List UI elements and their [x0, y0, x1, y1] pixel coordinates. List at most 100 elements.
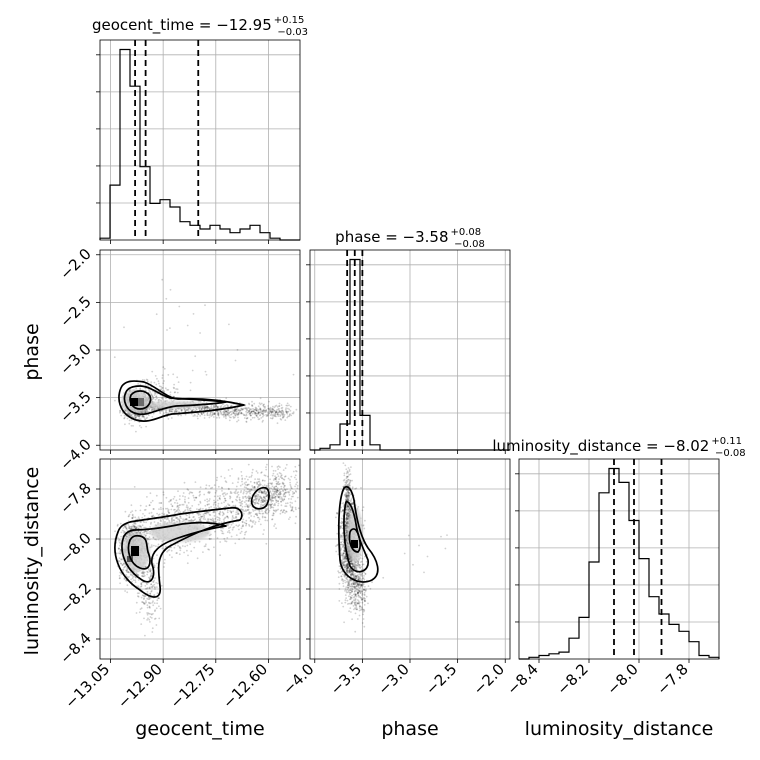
sample-point [256, 416, 259, 419]
sample-point [214, 521, 217, 523]
sample-point [249, 492, 252, 495]
sample-point [149, 575, 152, 578]
sample-point [230, 413, 233, 415]
sample-point [241, 505, 244, 508]
sample-point [295, 508, 297, 511]
sample-point [269, 490, 272, 492]
sample-point [126, 584, 129, 587]
sample-point [137, 383, 140, 385]
sample-point [221, 490, 223, 492]
sample-point [189, 543, 192, 546]
sample-point [145, 425, 148, 428]
sample-point [296, 496, 299, 499]
sample-point [224, 413, 227, 416]
sample-point [126, 417, 129, 420]
sample-point [148, 536, 151, 538]
sample-point [250, 410, 253, 413]
sample-point [226, 509, 229, 512]
sample-point [193, 546, 196, 549]
sample-point [256, 482, 258, 485]
sample-point [269, 478, 271, 481]
sample-point [258, 411, 261, 414]
sample-point [147, 384, 150, 387]
sample-point [245, 503, 248, 506]
sample-point [148, 504, 151, 507]
sample-point [184, 498, 186, 501]
sample-point [290, 509, 293, 511]
sample-point [254, 523, 256, 525]
sample-point [161, 547, 164, 550]
sample-point [161, 377, 164, 379]
sample-point [271, 514, 274, 517]
sample-point [153, 381, 156, 384]
sample-point [283, 488, 286, 491]
sample-point [232, 510, 235, 513]
sample-point [122, 527, 125, 529]
sample-point [232, 504, 235, 507]
sample-point [206, 503, 209, 506]
sample-point [285, 411, 288, 413]
sample-point [259, 482, 261, 485]
sample-point [223, 501, 226, 504]
sample-point [268, 412, 271, 414]
sample-point [230, 523, 233, 526]
sample-point [249, 412, 252, 415]
sample-point [224, 493, 227, 496]
sample-point [130, 578, 133, 581]
sample-point [265, 415, 268, 417]
sample-point [134, 516, 137, 519]
sample-point [219, 495, 222, 497]
sample-point [191, 505, 194, 507]
sample-point [260, 412, 263, 415]
sample-point [217, 412, 220, 414]
sample-point [241, 502, 244, 505]
sample-point [125, 574, 127, 576]
sample-point [271, 485, 274, 488]
sample-point [280, 418, 283, 421]
sample-point [194, 496, 197, 499]
sample-point [161, 278, 164, 281]
sample-point [184, 500, 186, 503]
sample-point [130, 424, 133, 427]
sample-point [238, 498, 241, 501]
sample-point [243, 489, 246, 492]
sample-point [186, 504, 188, 507]
sample-point [242, 497, 245, 500]
sample-point [166, 329, 168, 331]
title-luminosity-distance: luminosity_distance = −8.02 +0.11 −0.08 [492, 436, 745, 459]
sample-point [201, 515, 204, 518]
sample-point [152, 397, 155, 399]
sample-point [277, 493, 280, 496]
sample-point [285, 463, 288, 466]
sample-point [245, 421, 248, 423]
panel-border [518, 458, 720, 660]
sample-point [220, 521, 223, 524]
sample-point [204, 304, 206, 307]
sample-point [222, 413, 225, 416]
sample-point [170, 508, 173, 511]
sample-point [190, 518, 193, 521]
sample-point [205, 512, 208, 515]
sample-point [237, 412, 240, 415]
sample-point [127, 571, 130, 574]
sample-point [280, 410, 283, 412]
sample-point [286, 488, 288, 491]
sample-point [293, 476, 296, 479]
sample-point [169, 327, 171, 329]
sample-point [151, 585, 154, 588]
sample-point [247, 490, 250, 493]
sample-point [204, 499, 206, 502]
sample-point [277, 502, 280, 505]
sample-point [157, 582, 159, 585]
sample-point [259, 497, 262, 500]
sample-point [114, 530, 116, 533]
sample-point [194, 481, 197, 483]
sample-point [144, 508, 147, 511]
sample-point [255, 470, 258, 473]
sample-point [225, 505, 228, 508]
sample-point [238, 528, 240, 531]
sample-point [252, 510, 255, 512]
sample-point [163, 380, 165, 382]
sample-point [221, 532, 224, 535]
